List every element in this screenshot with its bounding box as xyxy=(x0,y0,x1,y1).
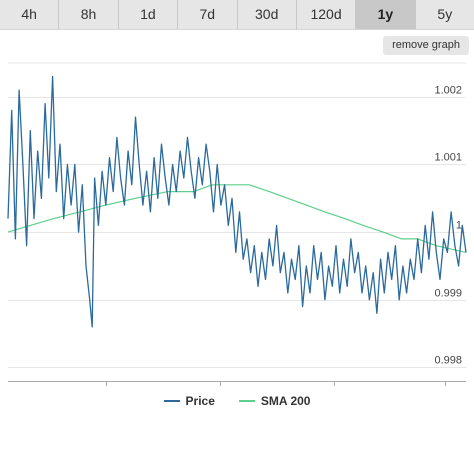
tab-5y[interactable]: 5y xyxy=(415,0,474,29)
y-tick-label: 1.002 xyxy=(434,85,462,97)
legend-label-price: Price xyxy=(185,394,215,408)
tab-1y[interactable]: 1y xyxy=(356,0,416,29)
remove-graph-button[interactable]: remove graph xyxy=(383,36,469,55)
grid-lines xyxy=(8,62,466,368)
tab-4h[interactable]: 4h xyxy=(0,0,60,29)
legend-line-sma-icon xyxy=(238,400,255,402)
legend-label-sma: SMA 200 xyxy=(260,394,311,408)
legend-item-sma[interactable]: SMA 200 xyxy=(238,394,311,408)
y-tick-label: 0.999 xyxy=(434,288,462,300)
sma-200-line xyxy=(7,184,467,253)
y-axis-tick-labels: 0.998 0.999 1 1.001 1.002 xyxy=(434,85,462,367)
y-tick-label: 1 xyxy=(456,220,462,232)
tab-120d[interactable]: 120d xyxy=(296,0,357,29)
y-tick-label: 1.001 xyxy=(434,152,462,164)
tab-30d[interactable]: 30d xyxy=(237,0,297,29)
tab-8h[interactable]: 8h xyxy=(59,0,119,29)
y-tick-label: 0.998 xyxy=(434,355,462,367)
price-line xyxy=(7,75,467,328)
legend: Price SMA 200 xyxy=(0,393,474,409)
series-lines xyxy=(7,75,467,328)
timeframe-tabs: 4h 8h 1d 7d 30d 120d 1y 5y xyxy=(0,0,474,30)
legend-line-price-icon xyxy=(163,400,180,402)
x-axis: Jul '25Oct '25Jan '26Apr '26 xyxy=(8,381,466,386)
tab-7d[interactable]: 7d xyxy=(178,0,238,29)
price-chart: 0.998 0.999 1 1.001 1.002 Jul '25Oct '25Jan … xyxy=(7,62,467,386)
tab-1d[interactable]: 1d xyxy=(118,0,179,29)
legend-item-price[interactable]: Price xyxy=(163,394,215,408)
